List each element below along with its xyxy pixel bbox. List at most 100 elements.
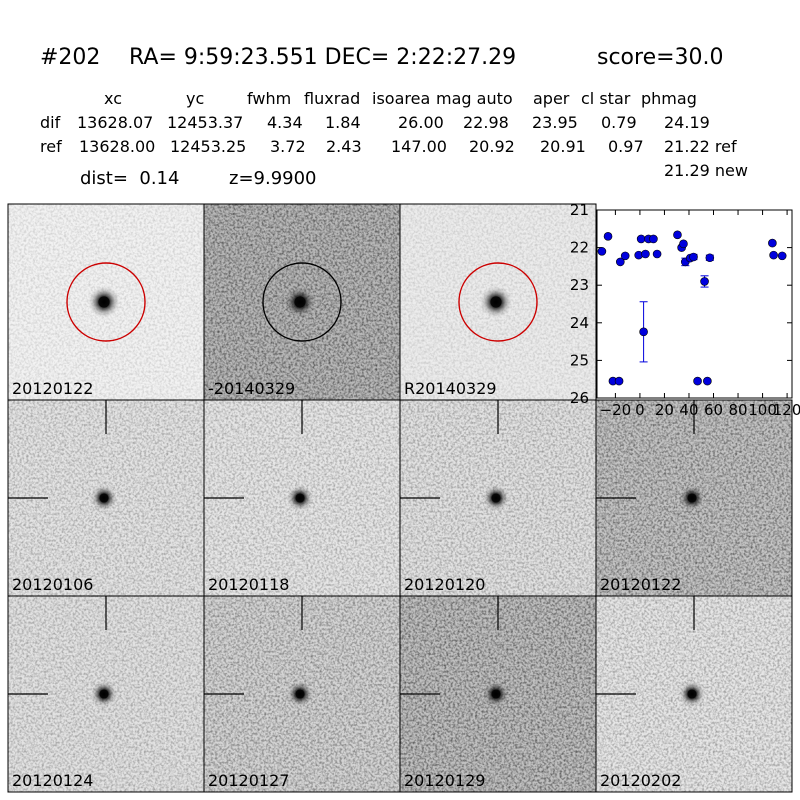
image-panel: 20120120 xyxy=(399,399,597,597)
coordinates: RA= 9:59:23.551 DEC= 2:22:27.29 xyxy=(129,45,516,70)
image-panel: -20140329 xyxy=(203,203,401,401)
data-point xyxy=(705,253,715,263)
image-panel: 20120202 xyxy=(595,595,793,793)
panel-label: 20120122 xyxy=(12,379,93,398)
table-cell: 13628.07 xyxy=(77,113,153,132)
table-cell: 0.97 xyxy=(608,137,644,156)
table-cell: 1.84 xyxy=(325,113,361,132)
image-panel: 20120122 xyxy=(7,203,205,401)
source-core xyxy=(491,493,501,503)
data-point xyxy=(673,230,682,240)
data-point xyxy=(614,376,624,386)
panel-label: R20140329 xyxy=(404,379,497,398)
data-point xyxy=(679,239,688,249)
table-cell: 22.98 xyxy=(463,113,509,132)
table-cell: 21.22 ref xyxy=(664,137,737,156)
panel-label: 20120202 xyxy=(600,771,681,790)
image-panel: 20120118 xyxy=(203,399,401,597)
data-point xyxy=(620,251,630,261)
x-tick-label: 100 xyxy=(748,401,777,419)
y-tick-label: 25 xyxy=(570,351,589,369)
table-cell: 23.95 xyxy=(532,113,578,132)
column-header: yc xyxy=(186,89,204,108)
table-cell: 12453.37 xyxy=(167,113,243,132)
data-point xyxy=(693,376,702,386)
panel-label: 20120106 xyxy=(12,575,93,594)
data-point xyxy=(639,327,648,337)
data-point xyxy=(777,251,787,261)
y-tick-label: 22 xyxy=(570,239,589,257)
data-point xyxy=(769,250,778,260)
source-core xyxy=(294,296,306,308)
aperture-circle xyxy=(262,262,342,342)
source-core xyxy=(295,689,305,699)
source-core xyxy=(99,493,109,503)
image-panel: R20140329 xyxy=(399,203,597,401)
table-cell: 12453.25 xyxy=(170,137,246,156)
source-core xyxy=(490,296,502,308)
row-label: ref xyxy=(40,137,62,156)
data-point xyxy=(636,234,646,244)
source-core xyxy=(295,493,305,503)
table-cell: 3.72 xyxy=(270,137,306,156)
y-tick-label: 24 xyxy=(570,314,589,332)
data-point xyxy=(700,277,709,286)
y-tick-label: 23 xyxy=(570,276,589,294)
x-tick-label: 80 xyxy=(728,401,747,419)
column-header: fluxrad xyxy=(304,89,360,108)
x-tick-label: 40 xyxy=(679,401,698,419)
table-cell: 26.00 xyxy=(398,113,444,132)
table-cell: 20.91 xyxy=(540,137,586,156)
source-core xyxy=(491,689,501,699)
data-point xyxy=(768,238,777,248)
image-panel: 20120127 xyxy=(203,595,401,793)
data-point xyxy=(616,257,625,267)
column-header: isoarea xyxy=(372,89,430,108)
table-cell: 20.92 xyxy=(469,137,515,156)
column-header: aper xyxy=(533,89,570,108)
phmag-note: 21.29 new xyxy=(664,161,748,180)
dist: dist= 0.14 xyxy=(80,168,179,189)
panel-border xyxy=(595,595,793,793)
column-header: fwhm xyxy=(247,89,291,108)
data-point xyxy=(603,232,613,241)
table-cell: 4.34 xyxy=(267,113,303,132)
redshift: z=9.9900 xyxy=(229,168,317,189)
column-header: mag auto xyxy=(436,89,513,108)
data-point xyxy=(689,252,698,262)
x-tick-label: 60 xyxy=(704,401,723,419)
data-point xyxy=(641,249,650,259)
image-panel: 20120106 xyxy=(7,399,205,597)
column-header: phmag xyxy=(641,89,697,108)
plot-background xyxy=(597,210,792,398)
column-header: xc xyxy=(104,89,122,108)
column-header: cl star xyxy=(581,89,631,108)
source-core xyxy=(99,689,109,699)
x-tick-label: 0 xyxy=(635,401,645,419)
aperture-circle xyxy=(66,262,146,342)
source-core xyxy=(98,296,110,308)
panel-label: 20120124 xyxy=(12,771,93,790)
panel-label: 20120127 xyxy=(208,771,289,790)
image-panel: 20120124 xyxy=(7,595,205,793)
image-panel: 20120129 xyxy=(399,595,597,793)
row-label: dif xyxy=(40,113,61,132)
x-tick-label: 20 xyxy=(655,401,674,419)
data-point xyxy=(597,247,607,256)
data-point xyxy=(652,249,662,259)
panel-label: 20120118 xyxy=(208,575,289,594)
source-core xyxy=(687,493,697,503)
table-cell: 2.43 xyxy=(326,137,362,156)
x-tick-label: −20 xyxy=(600,401,632,419)
table-cell: 147.00 xyxy=(391,137,447,156)
panel-label: 20120129 xyxy=(404,771,485,790)
y-tick-label: 21 xyxy=(570,201,589,219)
x-tick-label: 120 xyxy=(773,401,800,419)
table-cell: 13628.00 xyxy=(79,137,155,156)
y-tick-label: 26 xyxy=(570,389,589,407)
data-point xyxy=(703,376,712,386)
panel-label: 20120122 xyxy=(600,575,681,594)
table-cell: 24.19 xyxy=(664,113,710,132)
